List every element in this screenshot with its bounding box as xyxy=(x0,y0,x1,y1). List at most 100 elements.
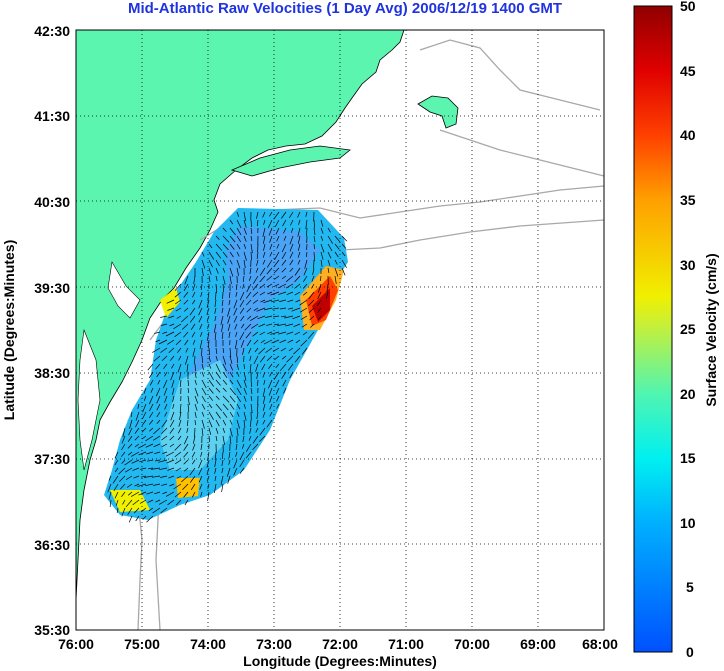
velocity-vector xyxy=(275,227,280,235)
velocity-vector xyxy=(214,459,217,467)
velocity-vector xyxy=(141,475,147,478)
velocity-vector xyxy=(109,499,112,507)
velocity-vector xyxy=(174,443,182,451)
velocity-vector xyxy=(220,315,224,325)
velocity-vector xyxy=(252,291,259,297)
velocity-vector xyxy=(115,499,119,506)
velocity-vector xyxy=(257,403,259,413)
velocity-vector xyxy=(246,291,252,299)
velocity-vector xyxy=(208,347,210,356)
velocity-vector xyxy=(147,363,154,371)
velocity-vector xyxy=(334,243,340,250)
velocity-vector xyxy=(249,355,252,361)
velocity-vector xyxy=(192,435,196,444)
velocity-vector xyxy=(184,307,189,312)
velocity-vector xyxy=(256,259,259,266)
velocity-vector xyxy=(317,315,322,321)
velocity-vector xyxy=(260,339,266,344)
velocity-vector xyxy=(201,347,203,357)
velocity-vector xyxy=(208,363,212,369)
velocity-vector xyxy=(152,507,161,514)
velocity-vector xyxy=(191,491,196,498)
velocity-vector xyxy=(292,315,301,320)
velocity-vector xyxy=(132,499,140,506)
velocity-vector xyxy=(334,251,339,258)
velocity-vector xyxy=(255,419,259,426)
x-tick-label: 72:00 xyxy=(322,636,358,652)
velocity-vector xyxy=(262,235,266,244)
velocity-vector xyxy=(241,443,245,449)
velocity-vector xyxy=(143,387,147,394)
velocity-vector xyxy=(229,379,234,385)
velocity-vector xyxy=(273,259,280,267)
velocity-vector xyxy=(250,403,253,413)
velocity-vector xyxy=(233,467,238,476)
velocity-vector xyxy=(194,371,197,378)
velocity-vector xyxy=(208,371,214,380)
velocity-vector xyxy=(294,291,301,296)
velocity-vector xyxy=(289,211,294,219)
velocity-vector xyxy=(248,275,252,281)
velocity-vector xyxy=(243,211,246,221)
colorbar-gradient xyxy=(633,5,673,653)
velocity-vector xyxy=(222,427,226,433)
velocity-vector xyxy=(124,459,133,466)
velocity-vector xyxy=(189,467,196,476)
velocity-vector xyxy=(108,491,112,500)
velocity-vector xyxy=(201,403,206,410)
velocity-field xyxy=(104,208,348,520)
velocity-vector xyxy=(285,283,294,289)
x-tick-label: 74:00 xyxy=(190,636,226,652)
velocity-vector xyxy=(250,379,253,388)
velocity-vector xyxy=(281,211,287,219)
velocity-vector xyxy=(190,483,196,491)
velocity-vector xyxy=(272,307,280,310)
velocity-vector xyxy=(167,307,175,311)
velocity-vector xyxy=(160,315,168,318)
velocity-vector xyxy=(229,251,234,258)
velocity-vector xyxy=(243,419,246,428)
velocity-vector xyxy=(107,483,112,493)
velocity-vector xyxy=(190,475,196,483)
velocity-vector xyxy=(186,419,189,427)
velocity-vector xyxy=(141,419,147,426)
velocity-vector xyxy=(266,275,273,281)
velocity-vector xyxy=(184,499,189,506)
velocity-vector xyxy=(291,307,301,312)
velocity-vector xyxy=(214,331,217,340)
map-title: Mid-Atlantic Raw Velocities (1 Day Avg) … xyxy=(127,0,563,17)
velocity-vector xyxy=(160,347,168,353)
velocity-vector xyxy=(266,267,273,275)
velocity-vector xyxy=(179,403,182,414)
velocity-vector xyxy=(194,387,199,397)
velocity-vector xyxy=(189,315,196,323)
velocity-vector xyxy=(287,363,294,371)
velocity-vector xyxy=(174,331,182,338)
x-tick-label: 70:00 xyxy=(454,636,490,652)
velocity-vector xyxy=(307,331,315,340)
velocity-vector xyxy=(113,483,119,492)
y-tick-label: 41:30 xyxy=(34,108,70,124)
velocity-vector xyxy=(317,307,322,314)
velocity-vector xyxy=(161,419,168,428)
velocity-vector xyxy=(207,491,210,501)
velocity-vector xyxy=(169,323,175,327)
velocity-vector xyxy=(240,315,245,322)
velocity-vector xyxy=(108,475,112,481)
velocity-vector xyxy=(222,395,230,403)
velocity-vector xyxy=(286,291,294,296)
velocity-vector xyxy=(214,467,217,474)
velocity-vector xyxy=(186,363,189,372)
velocity-vector xyxy=(259,427,266,436)
velocity-vector xyxy=(305,211,308,217)
velocity-vector xyxy=(194,419,196,426)
velocity-vector xyxy=(127,491,133,496)
velocity-vector xyxy=(258,347,266,355)
velocity-vector xyxy=(161,355,168,362)
colorbar-tick: 30 xyxy=(680,257,696,273)
velocity-vector xyxy=(221,459,224,466)
velocity-vector xyxy=(169,435,175,441)
velocity-vector xyxy=(295,339,301,344)
velocity-vector xyxy=(127,451,133,456)
